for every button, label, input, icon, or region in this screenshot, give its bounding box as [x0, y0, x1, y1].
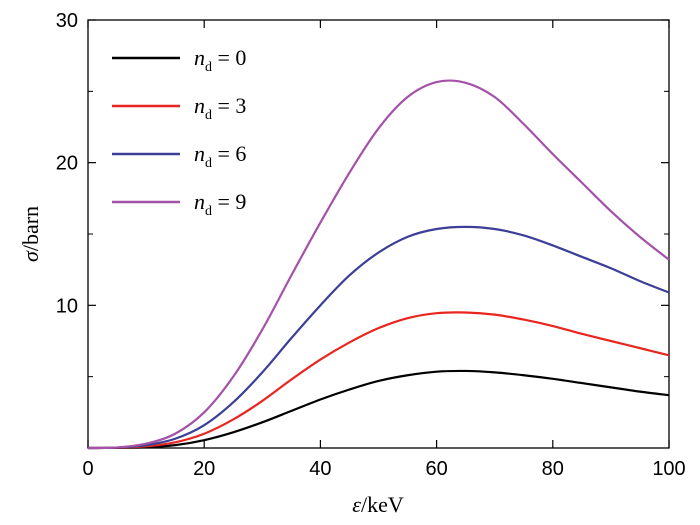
y-tick-label: 20 [56, 153, 78, 175]
legend-label-1: nd = 3 [194, 93, 246, 123]
x-axis-title-unit: /keV [361, 492, 404, 517]
x-tick-label: 40 [309, 458, 331, 480]
y-tick-label: 10 [56, 295, 78, 317]
legend-label-0: nd = 0 [194, 45, 246, 75]
series-line-3 [87, 79, 670, 450]
x-axis-title: ε/keV [352, 492, 404, 517]
series-line-1 [87, 311, 670, 450]
legend-label-2: nd = 6 [194, 141, 246, 171]
x-tick-label: 80 [542, 458, 564, 480]
y-axis-title-var: σ [18, 250, 43, 262]
series-line-2 [87, 225, 670, 450]
x-tick-label: 60 [425, 458, 447, 480]
x-tick-label: 0 [82, 458, 93, 480]
y-axis-title-unit: /barn [18, 206, 43, 251]
x-tick-label: 20 [193, 458, 215, 480]
legend-label-3: nd = 9 [194, 189, 246, 219]
y-tick-label: 30 [56, 10, 78, 32]
x-tick-label: 100 [652, 458, 685, 480]
series-line-0 [87, 369, 670, 450]
x-axis-title-var: ε [352, 492, 361, 517]
y-axis-title: σ/barn [18, 206, 43, 262]
